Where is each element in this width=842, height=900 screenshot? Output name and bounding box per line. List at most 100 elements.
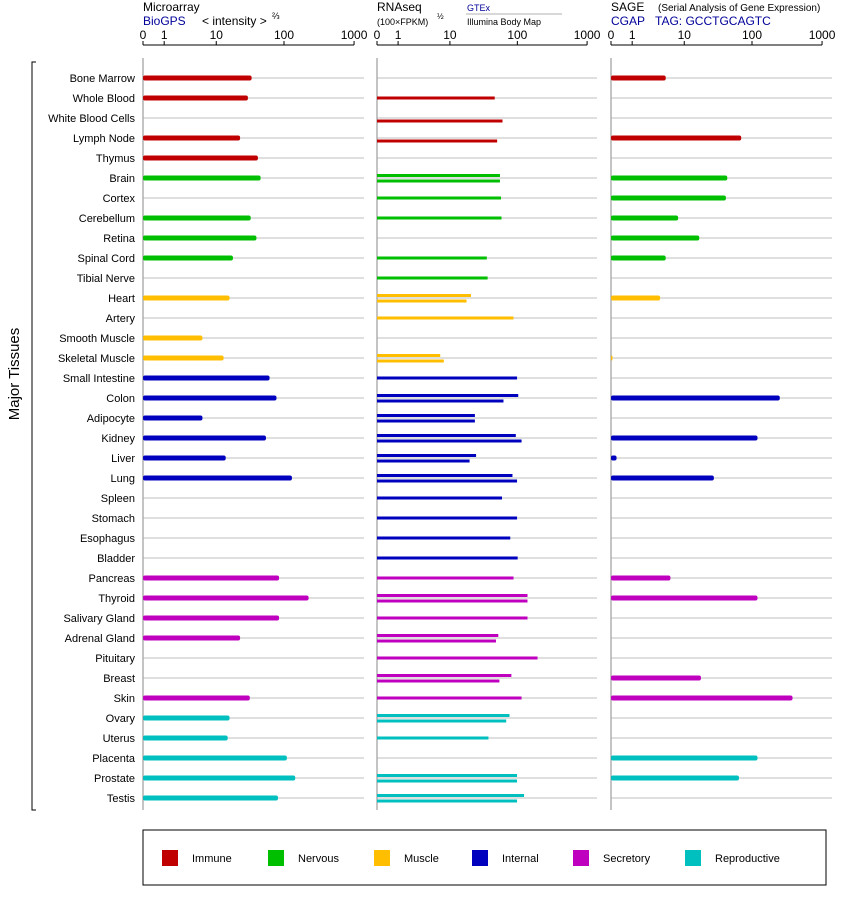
- bar-microarray: [143, 435, 266, 441]
- bar-sage: [611, 435, 758, 441]
- x-tick-label: 1000: [809, 28, 836, 42]
- tissue-label: Adipocyte: [87, 413, 135, 425]
- bar-rnaseq-gtex: [377, 634, 499, 637]
- bar-rnaseq-illumina: [377, 679, 500, 683]
- biogps-link[interactable]: BioGPS: [143, 14, 186, 28]
- bar-sage: [611, 75, 666, 81]
- tissue-label: Cerebellum: [79, 213, 135, 225]
- tissue-label: Bladder: [97, 553, 135, 565]
- tissue-label: Thyroid: [98, 593, 135, 605]
- bar-sage: [611, 175, 728, 181]
- bar-sage: [611, 135, 742, 141]
- panel-title-note: (Serial Analysis of Gene Expression): [658, 3, 820, 14]
- bar-microarray: [143, 215, 251, 221]
- bar-sage: [611, 235, 700, 241]
- x-tick-label: 100: [274, 28, 294, 42]
- bar-rnaseq-illumina: [377, 139, 498, 143]
- bar-rnaseq-gtex: [377, 454, 477, 457]
- tissue-label: Colon: [106, 393, 135, 405]
- bar-rnaseq-gtex: [377, 434, 516, 437]
- bar-rnaseq-gtex: [377, 794, 525, 797]
- x-tick-label: 1000: [574, 28, 601, 42]
- tissue-label: Spinal Cord: [78, 253, 135, 265]
- tissue-label: Kidney: [101, 433, 135, 445]
- panel-subtitle: (100×FPKM): [377, 17, 428, 27]
- bar-microarray: [143, 255, 233, 261]
- cgap-link[interactable]: CGAP: [611, 14, 645, 28]
- bar-rnaseq-gtex: [377, 576, 514, 580]
- y-axis-bracket: [31, 61, 36, 811]
- x-tick-label: 100: [507, 28, 527, 42]
- legend-label: Reproductive: [715, 853, 780, 865]
- tissue-label: Skeletal Muscle: [58, 353, 135, 365]
- bar-microarray: [143, 335, 203, 341]
- tissue-label: Salivary Gland: [63, 613, 135, 625]
- legend-item-muscle: Muscle: [374, 850, 439, 866]
- legend-label: Internal: [502, 853, 539, 865]
- bar-microarray: [143, 795, 278, 801]
- bar-rnaseq-gtex: [377, 696, 522, 700]
- tissue-label: White Blood Cells: [48, 113, 135, 125]
- bar-microarray: [143, 635, 241, 641]
- x-tick-label: 1: [161, 28, 168, 42]
- x-tick-label: 10: [678, 28, 692, 42]
- bar-sage: [611, 355, 613, 361]
- gtex-link[interactable]: GTEx: [467, 3, 491, 13]
- bar-rnaseq-gtex: [377, 674, 512, 677]
- bar-sage: [611, 775, 739, 781]
- legend-label: Secretory: [603, 853, 651, 865]
- bar-rnaseq-illumina: [377, 479, 518, 483]
- x-tick-label: 10: [210, 28, 224, 42]
- legend-item-immune: Immune: [162, 850, 232, 866]
- legend-item-internal: Internal: [472, 850, 539, 866]
- x-tick-label: 1: [629, 28, 636, 42]
- bar-microarray: [143, 155, 258, 161]
- tissue-label: Spleen: [101, 493, 135, 505]
- panel-header-microarray: Microarray BioGPS < intensity > ⅔: [143, 0, 280, 28]
- tissue-label: Lymph Node: [73, 133, 135, 145]
- x-tick-label: 0: [140, 28, 147, 42]
- bar-rnaseq-illumina: [377, 779, 518, 783]
- bar-rnaseq-illumina: [377, 459, 470, 463]
- bar-rnaseq-illumina: [377, 439, 522, 443]
- bar-rnaseq-illumina: [377, 719, 507, 723]
- bar-rnaseq-illumina: [377, 179, 500, 183]
- tissue-label: Whole Blood: [73, 93, 135, 105]
- bar-microarray: [143, 135, 241, 141]
- bar-sage: [611, 215, 679, 221]
- tissue-label: Esophagus: [80, 533, 136, 545]
- panel-subtitle: < intensity >: [202, 14, 267, 28]
- x-tick-label: 1000: [341, 28, 368, 42]
- bar-microarray: [143, 775, 296, 781]
- bar-rnaseq-gtex: [377, 736, 489, 740]
- legend-swatch: [374, 850, 390, 866]
- tissue-label: Bone Marrow: [70, 73, 135, 85]
- tissue-label: Liver: [111, 453, 135, 465]
- tissue-label: Breast: [103, 673, 135, 685]
- bar-rnaseq-gtex: [377, 556, 518, 560]
- bar-rnaseq-illumina: [377, 399, 504, 403]
- bar-microarray: [143, 575, 280, 581]
- tissue-label: Smooth Muscle: [59, 333, 135, 345]
- x-tick-label: 0: [608, 28, 615, 42]
- bar-rnaseq-gtex: [377, 516, 518, 520]
- panel-header-sage: SAGE (Serial Analysis of Gene Expression…: [611, 0, 820, 28]
- bar-rnaseq-gtex: [377, 714, 510, 717]
- bar-microarray: [143, 295, 230, 301]
- bar-rnaseq-illumina: [377, 419, 475, 423]
- tissue-label: Pituitary: [95, 653, 135, 665]
- bar-sage: [611, 475, 714, 481]
- bar-microarray: [143, 715, 230, 721]
- legend-swatch: [573, 850, 589, 866]
- bar-sage: [611, 595, 758, 601]
- bar-microarray: [143, 695, 250, 701]
- x-axis: 0 1 10 100 1000: [140, 28, 368, 810]
- legend-swatch: [685, 850, 701, 866]
- bar-microarray: [143, 415, 203, 421]
- bar-sage: [611, 195, 726, 201]
- legend-item-reproductive: Reproductive: [685, 850, 780, 866]
- bar-sage: [611, 755, 758, 761]
- bar-microarray: [143, 735, 228, 741]
- legend-item-nervous: Nervous: [268, 850, 339, 866]
- legend-swatch: [472, 850, 488, 866]
